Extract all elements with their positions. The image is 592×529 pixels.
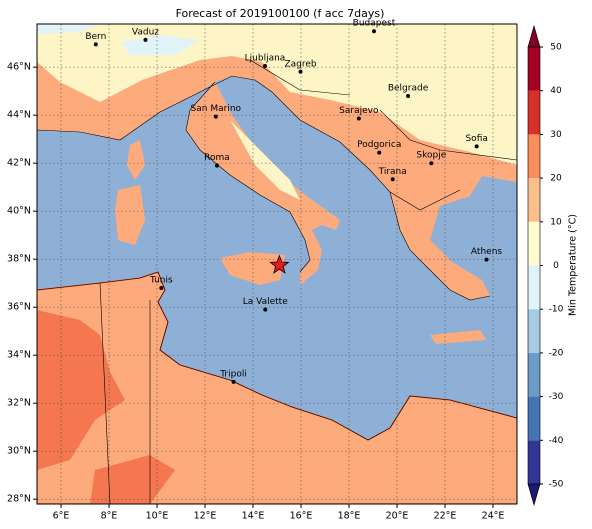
africa-warm [37, 310, 175, 504]
x-tick-label: 22°E [434, 511, 457, 522]
colorbar-tick-label: 50 [550, 43, 562, 53]
sardinia [115, 185, 145, 245]
city-label: Sofia [465, 134, 487, 144]
city-label: Athens [471, 247, 502, 257]
city-dot [474, 144, 479, 149]
colorbar-tick-label: 0 [553, 261, 559, 271]
y-tick-label: 32°N [7, 398, 31, 409]
colorbar-segment [528, 309, 540, 353]
colorbar-label: Min Temperature (°C) [568, 214, 579, 316]
map-frame [36, 23, 518, 505]
colorbar-segment [528, 265, 540, 310]
x-tick-label: 20°E [386, 511, 409, 522]
city-dot [143, 37, 148, 42]
city-dot [213, 114, 218, 119]
colorbar-tick-label: 40 [550, 86, 562, 96]
x-tick-label: 24°E [482, 511, 505, 522]
city-label: Belgrade [388, 84, 429, 94]
city-dot [215, 163, 219, 168]
y-tick-label: 28°N [7, 494, 31, 505]
colorbar-segment [528, 90, 540, 135]
city-label: Budapest [353, 19, 396, 29]
x-tick-label: 18°E [338, 511, 361, 522]
colorbar-segment [528, 134, 540, 179]
colorbar-under [527, 483, 541, 507]
y-tick-label: 42°N [7, 158, 31, 169]
colorbar-segment [528, 396, 540, 441]
colorbar-segment [528, 352, 540, 397]
colorbar-tick-label: -20 [549, 348, 564, 358]
colorbar-tick-label: -30 [549, 392, 564, 402]
sicily [220, 252, 285, 285]
city-label: San Marino [191, 104, 242, 114]
city-dot [484, 257, 489, 262]
colorbar-over [527, 24, 541, 48]
italy [186, 82, 340, 285]
x-tick-label: 12°E [194, 511, 217, 522]
colorbar-segment [528, 178, 540, 222]
colorbar-tick-label: -10 [549, 305, 564, 315]
city-dot [298, 69, 303, 74]
x-tick-label: 16°E [290, 511, 313, 522]
y-tick-label: 38°N [7, 254, 31, 265]
y-tick-label: 44°N [7, 110, 31, 121]
event-marker [269, 254, 290, 274]
city-label: Bern [85, 32, 106, 42]
city-label: Skopje [416, 151, 446, 161]
y-tick-label: 36°N [7, 302, 31, 313]
colorbar-tick-label: 30 [550, 130, 562, 140]
corsica [127, 140, 145, 180]
crete [430, 330, 486, 344]
city-label: La Valette [243, 297, 288, 307]
grid [37, 24, 517, 504]
x-tick-label: 10°E [146, 511, 169, 522]
city-label: Sarajevo [339, 106, 379, 116]
city-label: Roma [204, 153, 230, 163]
chart-title: Forecast of 2019100100 (f acc 7days) [176, 7, 385, 20]
colorbar-tick-label: -40 [549, 436, 564, 446]
city-dot [377, 150, 382, 155]
city-dot [406, 94, 411, 98]
y-tick-label: 34°N [7, 350, 31, 361]
x-tick-label: 14°E [242, 511, 265, 522]
city-label: Vaduz [132, 27, 159, 37]
city-label: Podgorica [357, 140, 401, 150]
city-dot [390, 177, 395, 182]
colorbar-segment [528, 440, 540, 484]
city-dot [429, 161, 434, 166]
y-tick-label: 46°N [7, 62, 31, 73]
city-dot [231, 379, 236, 384]
y-tick-label: 40°N [7, 206, 31, 217]
city-dot [159, 286, 164, 290]
city-label: Tirana [378, 167, 407, 177]
city-dot [263, 64, 267, 68]
city-dot [371, 29, 376, 34]
city-label: Ljubljana [245, 54, 286, 64]
x-tick-label: 8°E [101, 511, 118, 522]
city-label: Tunis [149, 276, 173, 286]
city-dot [356, 116, 361, 121]
city-dot [93, 42, 98, 47]
colorbar-tick-label: 20 [550, 174, 562, 184]
colorbar-segment [528, 221, 540, 266]
x-tick-label: 6°E [53, 511, 70, 522]
city-label: Tripoli [219, 369, 247, 379]
y-tick-label: 30°N [7, 446, 31, 457]
colorbar-tick-label: -50 [549, 480, 564, 490]
colorbar-tick-label: 10 [550, 217, 562, 227]
alpine-cold [37, 24, 200, 55]
colorbar-segment [528, 47, 540, 91]
city-dot [263, 307, 268, 312]
city-label: Zagreb [284, 59, 316, 69]
